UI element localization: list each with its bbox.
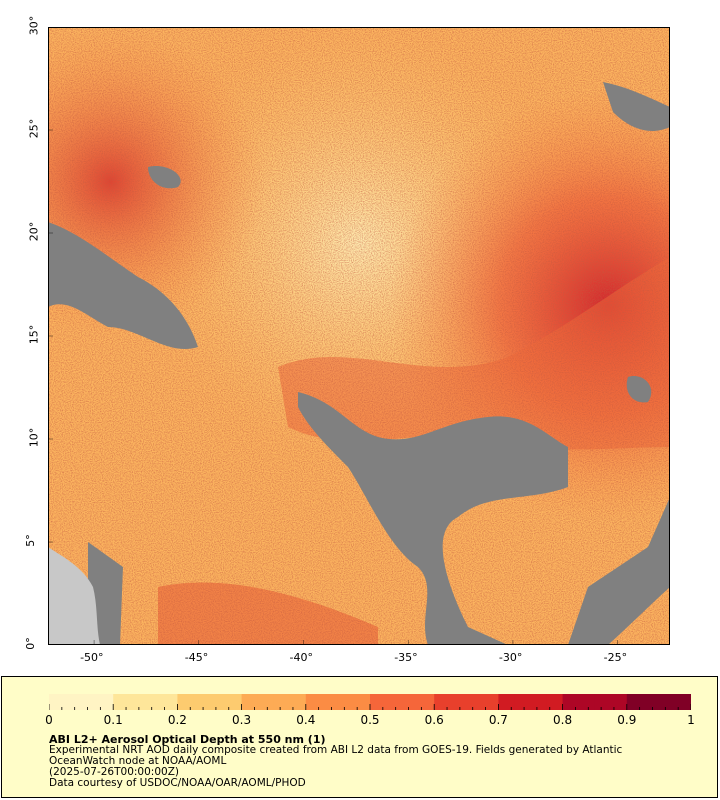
colorbar-segment <box>273 694 291 710</box>
colorbar-segment <box>658 694 676 710</box>
colorbar-segment <box>626 694 644 710</box>
aod-map[interactable] <box>48 27 670 645</box>
colorbar-segment <box>402 694 419 710</box>
colorbar-label: 0.9 <box>617 713 637 727</box>
colorbar-segment <box>305 694 323 710</box>
colorbar-segment <box>257 694 275 710</box>
colorbar-label: 0.5 <box>360 713 380 727</box>
colorbar-segment <box>482 694 499 710</box>
x-tick-label: -35° <box>394 651 418 664</box>
colorbar-segment <box>241 694 259 710</box>
y-tick-label: 10° <box>27 427 41 448</box>
colorbar-segment <box>450 694 467 710</box>
colorbar-segment <box>321 694 339 710</box>
colorbar-segment <box>418 694 435 710</box>
y-tick-label: 15° <box>27 324 41 345</box>
colorbar <box>49 694 691 710</box>
aod-texture <box>48 27 670 645</box>
y-tick-label: 25° <box>27 118 41 139</box>
colorbar-segment <box>578 694 596 710</box>
land-south-america <box>48 547 100 645</box>
colorbar-segment <box>145 694 162 710</box>
colorbar-segment <box>65 694 82 710</box>
colorbar-segment <box>466 694 483 710</box>
colorbar-segment <box>225 694 243 710</box>
colorbar-segment <box>562 694 580 710</box>
colorbar-segment <box>642 694 660 710</box>
colorbar-segment <box>129 694 146 710</box>
legend-panel: 0 0.1 0.2 0.3 0.4 0.5 0.6 0.7 0.8 0.9 1 ABI L2+ Ae… <box>1 676 718 798</box>
colorbar-label: 0.3 <box>232 713 252 727</box>
colorbar-segment <box>434 694 451 710</box>
colorbar-label: 0.1 <box>103 713 123 727</box>
colorbar-segment <box>498 694 515 710</box>
y-tick-label: 0° <box>23 637 37 650</box>
colorbar-segment <box>289 694 307 710</box>
x-tick-label: -50° <box>80 651 104 664</box>
colorbar-segment <box>674 694 691 710</box>
colorbar-segment <box>97 694 114 710</box>
colorbar-segment <box>81 694 98 710</box>
colorbar-segment <box>353 694 371 710</box>
map-frame <box>48 27 670 645</box>
y-tick-label: 30° <box>27 15 41 36</box>
colorbar-segment <box>370 694 387 710</box>
colorbar-label: 0.8 <box>553 713 573 727</box>
y-tick-label: 20° <box>27 221 41 242</box>
colorbar-segment <box>514 694 531 710</box>
product-title: ABI L2+ Aerosol Optical Depth at 550 nm … <box>49 733 326 746</box>
product-date: (2025-07-26T00:00:00Z) <box>49 766 179 778</box>
colorbar-segment <box>177 694 194 710</box>
colorbar-segment <box>113 694 130 710</box>
colorbar-label: 0 <box>45 713 53 727</box>
colorbar-label: 0.2 <box>167 713 187 727</box>
y-tick-label: 5° <box>23 534 37 547</box>
colorbar-segment <box>610 694 628 710</box>
colorbar-label: 1 <box>687 713 695 727</box>
colorbar-label: 0.6 <box>424 713 444 727</box>
colorbar-segment <box>209 694 227 710</box>
x-tick-label: -25° <box>603 651 628 664</box>
colorbar-segment <box>546 694 564 710</box>
colorbar-segment <box>161 694 178 710</box>
x-tick-label: -40° <box>289 651 313 664</box>
data-credit: Data courtesy of USDOC/NOAA/OAR/AOML/PHO… <box>49 777 306 789</box>
colorbar-segment <box>386 694 403 710</box>
colorbar-label: 0.7 <box>488 713 508 727</box>
colorbar-segment <box>193 694 210 710</box>
colorbar-segment <box>337 694 355 710</box>
x-tick-label: -30° <box>498 651 523 664</box>
colorbar-segment <box>530 694 548 710</box>
colorbar-segment <box>594 694 612 710</box>
x-tick-label: -45° <box>184 651 209 664</box>
colorbar-label: 0.4 <box>296 713 316 727</box>
colorbar-segment <box>49 694 66 710</box>
product-description: Experimental NRT AOD daily composite cre… <box>49 744 623 767</box>
